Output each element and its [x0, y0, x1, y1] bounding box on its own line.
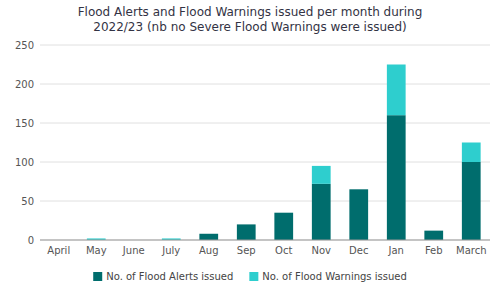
x-tick-label: June: [122, 245, 145, 256]
bar: [237, 224, 256, 240]
bar: [424, 231, 443, 240]
y-tick-label: 50: [21, 196, 34, 207]
legend-label: No. of Flood Warnings issued: [262, 271, 406, 282]
x-tick-label: Feb: [425, 245, 443, 256]
bar: [462, 143, 481, 163]
title-line: 2022/23 (nb no Severe Flood Warnings wer…: [93, 20, 406, 34]
x-tick-label: March: [456, 245, 486, 256]
y-tick-label: 0: [28, 235, 34, 246]
x-tick-label: Nov: [311, 245, 331, 256]
grid-line: [40, 45, 490, 46]
bar: [387, 115, 406, 240]
bar: [199, 233, 218, 234]
grid-line: [40, 84, 490, 85]
x-tick-label: May: [86, 245, 107, 256]
bar: [274, 213, 293, 240]
bars: [87, 65, 481, 241]
chart: Flood Alerts and Flood Warnings issued p…: [0, 0, 500, 294]
legend-label: No. of Flood Alerts issued: [106, 271, 233, 282]
y-tick-label: 200: [15, 79, 34, 90]
x-tick-label: Sep: [237, 245, 256, 256]
x-tick-label: Oct: [275, 245, 292, 256]
x-tick-label: Jan: [388, 245, 404, 256]
title-line: Flood Alerts and Flood Warnings issued p…: [78, 5, 423, 19]
legend-item: No. of Flood Warnings issued: [249, 271, 406, 282]
x-tick-label: Aug: [199, 245, 219, 256]
title: Flood Alerts and Flood Warnings issued p…: [78, 5, 423, 34]
bar: [387, 65, 406, 116]
y-tick-label: 250: [15, 40, 34, 51]
legend: No. of Flood Alerts issued No. of Flood W…: [93, 271, 407, 282]
bar: [349, 189, 368, 240]
background: [0, 0, 500, 294]
grid-line: [40, 201, 490, 202]
x-tick-label: April: [47, 245, 70, 256]
bar: [312, 184, 331, 240]
legend-swatch: [93, 272, 102, 281]
grid-line: [40, 240, 490, 241]
grid: [40, 45, 490, 240]
legend-swatch: [249, 272, 258, 281]
y-tick-label: 150: [15, 118, 34, 129]
x-tick-label: July: [161, 245, 180, 256]
bar: [237, 224, 256, 225]
x-axis-line: [40, 240, 490, 241]
y-tick-label: 100: [15, 157, 34, 168]
grid-line: [40, 123, 490, 124]
bar: [349, 189, 368, 190]
bar: [462, 162, 481, 240]
x-tick-label: Dec: [349, 245, 368, 256]
bar: [274, 212, 293, 213]
grid-line: [40, 162, 490, 163]
bar: [312, 166, 331, 184]
bar: [199, 234, 218, 240]
bar: [424, 230, 443, 231]
legend-item: No. of Flood Alerts issued: [93, 271, 233, 282]
